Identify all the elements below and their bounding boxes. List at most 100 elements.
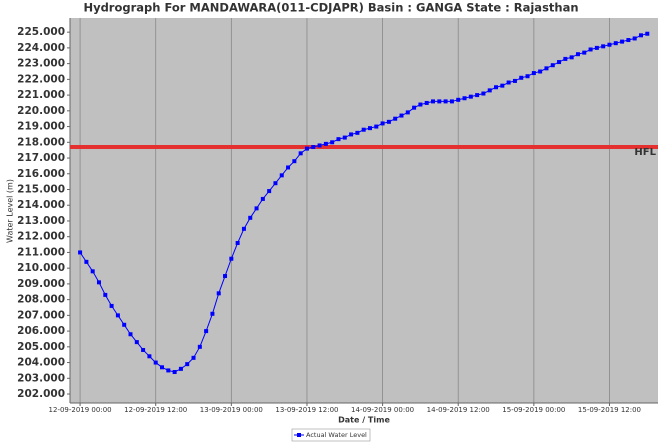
data-point: [557, 60, 562, 65]
data-point: [84, 259, 89, 264]
plot-area: [70, 18, 658, 403]
data-point: [128, 332, 133, 337]
data-point: [141, 347, 146, 352]
data-point: [525, 74, 530, 79]
data-point: [311, 145, 316, 150]
data-point: [582, 50, 587, 55]
y-tick-label: 216.000: [17, 168, 65, 180]
data-point: [443, 99, 448, 104]
x-tick-label: 13-09-2019 12:00: [275, 406, 338, 414]
data-point: [613, 41, 618, 46]
data-point: [210, 311, 215, 316]
data-point: [620, 39, 625, 44]
y-tick-label: 221.000: [17, 89, 65, 101]
data-point: [575, 52, 580, 57]
data-point: [166, 368, 171, 373]
data-point: [424, 100, 429, 105]
data-point: [273, 181, 278, 186]
threshold-label: HFL: [634, 147, 656, 158]
y-tick-label: 205.000: [17, 341, 65, 353]
x-tick-label: 13-09-2019 00:00: [200, 406, 263, 414]
data-point: [386, 119, 391, 124]
data-point: [153, 360, 158, 365]
data-point: [330, 140, 335, 145]
y-tick-label: 218.000: [17, 136, 65, 148]
data-point: [405, 110, 410, 115]
data-point: [147, 354, 152, 359]
data-point: [122, 322, 127, 327]
data-point: [626, 38, 631, 43]
data-point: [109, 303, 114, 308]
data-point: [160, 365, 165, 370]
data-point: [638, 33, 643, 38]
data-point: [544, 66, 549, 71]
data-point: [645, 31, 650, 36]
data-point: [342, 135, 347, 140]
data-point: [500, 83, 505, 88]
x-tick-label: 15-09-2019 00:00: [502, 406, 565, 414]
data-point: [96, 280, 101, 285]
data-point: [248, 215, 253, 220]
y-tick-label: 224.000: [17, 42, 65, 54]
data-point: [431, 99, 436, 104]
y-tick-label: 203.000: [17, 372, 65, 384]
data-point: [588, 47, 593, 52]
data-point: [178, 366, 183, 371]
y-axis-label: Water Level (m): [6, 179, 15, 243]
y-tick-label: 222.000: [17, 73, 65, 85]
y-tick-label: 223.000: [17, 58, 65, 70]
y-tick-label: 215.000: [17, 183, 65, 195]
data-point: [216, 291, 221, 296]
y-tick-label: 212.000: [17, 231, 65, 243]
data-point: [380, 121, 385, 126]
data-point: [197, 344, 202, 349]
data-point: [512, 78, 517, 83]
data-point: [279, 173, 284, 178]
data-point: [531, 71, 536, 76]
y-tick-label: 220.000: [17, 105, 65, 117]
y-tick-label: 202.000: [17, 388, 65, 400]
y-tick-label: 219.000: [17, 121, 65, 133]
data-point: [349, 132, 354, 137]
x-tick-label: 12-09-2019 00:00: [49, 406, 112, 414]
data-point: [494, 85, 499, 90]
data-point: [487, 88, 492, 93]
data-point: [115, 313, 120, 318]
legend-label: Actual Water Level: [306, 431, 367, 439]
data-point: [607, 42, 612, 47]
x-tick-label: 14-09-2019 12:00: [427, 406, 490, 414]
data-point: [468, 94, 473, 99]
data-point: [569, 55, 574, 60]
data-point: [292, 159, 297, 164]
data-point: [254, 206, 259, 211]
data-point: [336, 137, 341, 142]
data-point: [185, 362, 190, 367]
data-point: [475, 93, 480, 98]
data-point: [399, 113, 404, 118]
data-point: [594, 45, 599, 50]
data-point: [191, 355, 196, 360]
y-tick-label: 225.000: [17, 26, 65, 38]
data-point: [267, 189, 272, 194]
legend-marker: [297, 433, 301, 437]
data-point: [241, 226, 246, 231]
x-tick-label: 15-09-2019 12:00: [578, 406, 641, 414]
data-point: [481, 91, 486, 96]
data-point: [437, 99, 442, 104]
data-point: [204, 329, 209, 334]
x-axis-label: Date / Time: [338, 416, 390, 425]
data-point: [632, 36, 637, 41]
y-tick-label: 209.000: [17, 278, 65, 290]
data-point: [506, 80, 511, 85]
data-point: [449, 99, 454, 104]
data-point: [235, 240, 240, 245]
data-point: [134, 340, 139, 345]
data-point: [298, 151, 303, 156]
y-tick-label: 211.000: [17, 246, 65, 258]
data-point: [172, 370, 177, 375]
data-point: [374, 124, 379, 129]
y-tick-label: 214.000: [17, 199, 65, 211]
data-point: [317, 143, 322, 148]
y-tick-label: 204.000: [17, 357, 65, 369]
y-tick-label: 217.000: [17, 152, 65, 164]
